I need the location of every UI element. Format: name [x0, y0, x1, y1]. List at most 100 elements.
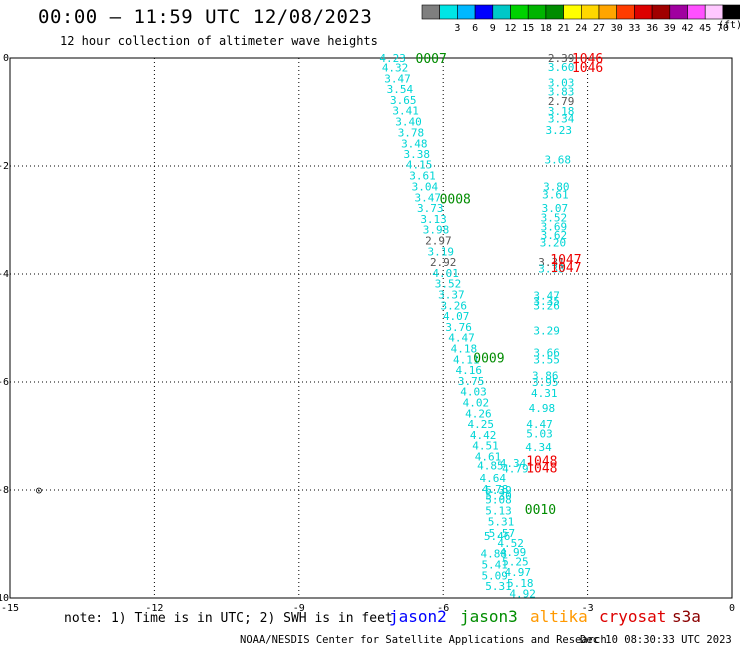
wave-height-point: 3.95 [532, 376, 559, 389]
wave-height-point: 4.92 [509, 588, 536, 601]
y-tick-label: -2 [0, 161, 9, 172]
legend-jason3: jason3 [460, 607, 518, 626]
wave-height-point: 3.54 [387, 83, 414, 96]
wave-height-point: 4.78 [482, 483, 509, 496]
track-label: 1046 [572, 61, 603, 76]
wave-height-point: 3.61 [542, 189, 569, 202]
page-title: 00:00 – 11:59 UTC 12/08/2023 [38, 6, 373, 28]
wave-height-point: 4.07 [443, 310, 470, 323]
legend-s3a: s3a [672, 607, 701, 626]
wave-height-point: 3.47 [415, 191, 442, 204]
track-label: 1047 [550, 261, 581, 276]
wave-height-point: 3.23 [545, 124, 572, 137]
wave-height-point: 3.78 [398, 127, 425, 140]
wave-height-point: 3.41 [392, 104, 419, 117]
scale-tick-label: 45 [699, 23, 711, 34]
scale-tick-label: 21 [558, 23, 570, 34]
wave-height-point: 3.66 [533, 346, 560, 359]
wave-height-point: 3.62 [541, 229, 568, 242]
wave-height-point: 3.47 [384, 73, 411, 86]
wave-height-point: 3.52 [541, 211, 568, 224]
wave-height-point: 4.47 [526, 418, 553, 431]
color-scale-unit: (ft) [718, 20, 740, 31]
wave-height-point: 4.01 [432, 267, 459, 280]
subtitle: 12 hour collection of altimeter wave hei… [60, 34, 378, 48]
scale-tick-label: 24 [575, 23, 587, 34]
wave-height-point: 3.13 [420, 213, 447, 226]
note-text: note: 1) Time is in UTC; 2) SWH is in fe… [64, 611, 393, 626]
x-tick-label: -3 [582, 603, 594, 614]
wave-height-point: 3.55 [533, 353, 560, 366]
scale-tick-label: 33 [628, 23, 640, 34]
plot-frame [9, 57, 733, 599]
x-tick-label: -12 [145, 603, 163, 614]
wave-height-chart: -15-12-9-6-300-2-4-6-8-104.234.323.473.5… [0, 52, 735, 614]
wave-height-point: 3.20 [540, 237, 567, 250]
wave-height-point: 3.47 [533, 290, 560, 303]
wave-height-point: 5.39 [485, 484, 512, 497]
wave-height-point: 3.60 [548, 61, 575, 74]
wave-height-point: 4.23 [379, 52, 406, 65]
wave-height-point: 3.29 [533, 325, 560, 338]
wave-height-point: 3.65 [390, 94, 417, 107]
wave-height-point: 5.03 [526, 427, 553, 440]
footer-credit: NOAA/NESDIS Center for Satellite Applica… [240, 634, 607, 646]
wave-height-point: 3.40 [395, 116, 422, 129]
wave-height-point: 3.48 [401, 137, 428, 150]
wave-height-point: 4.15 [406, 158, 433, 171]
wave-height-point: 5.57 [489, 527, 516, 540]
wave-height-point: 3.38 [403, 148, 430, 161]
legend-cryosat: cryosat [599, 607, 667, 626]
wave-height-point: 3.35 [533, 295, 560, 308]
wave-height-point: 4.79 [502, 462, 529, 475]
wave-height-point: 3.86 [532, 370, 559, 383]
wave-height-point: 4.42 [470, 429, 497, 442]
wave-height-point: 4.47 [448, 332, 475, 345]
scale-tick-label: 39 [664, 23, 676, 34]
wave-height-point: 3.33 [538, 263, 565, 276]
wave-height-point: 2.39 [548, 52, 575, 65]
wave-height-point: 4.18 [451, 343, 478, 356]
scale-tick-label: 9 [490, 23, 496, 34]
wave-height-point: 5.08 [485, 494, 512, 507]
wave-height-point: 2.79 [548, 95, 575, 108]
wave-height-point: 3.69 [541, 220, 568, 233]
wave-height-point: 4.25 [467, 418, 494, 431]
wave-height-point: 4.16 [455, 364, 482, 377]
scale-tick-label: 27 [593, 23, 605, 34]
y-tick-label: 0 [3, 53, 9, 64]
x-tick-label: -6 [437, 603, 449, 614]
wave-height-point: 5.31 [488, 515, 515, 528]
wave-height-point: 4.88 [480, 548, 507, 561]
track-label: 1048 [526, 454, 557, 469]
legend-altika: altika [530, 607, 588, 626]
scale-tick-label: 3 [454, 23, 460, 34]
wave-height-point: 4.97 [505, 566, 532, 579]
y-tick-label: -4 [0, 269, 9, 280]
wave-height-point: 3.83 [548, 85, 575, 98]
wave-height-point: 5.18 [507, 577, 534, 590]
wave-height-point: 5.30 [485, 489, 512, 502]
y-tick-label: -6 [0, 377, 9, 388]
wave-height-point: 5.31 [485, 580, 512, 593]
wave-height-point: 4.32 [382, 62, 409, 75]
wave-height-point: 3.04 [412, 181, 439, 194]
wave-height-point: 3.52 [435, 278, 462, 291]
color-scale: 3 6 9 12 15 18 21 24 27 30 33 36 39 42 45 70 [421, 4, 740, 34]
wave-height-point: 4.99 [500, 546, 527, 559]
scale-tick-label: 30 [611, 23, 623, 34]
wave-height-point: 4.85 [477, 460, 504, 473]
location-marker: ⊙ [36, 484, 43, 497]
wave-height-point: 3.34 [548, 112, 575, 125]
wave-height-point: 3.75 [458, 375, 485, 388]
wave-height-point: 5.13 [485, 505, 512, 518]
wave-height-point: 4.98 [529, 402, 556, 415]
wave-height-point: 5.25 [502, 555, 529, 568]
scale-bin [722, 4, 740, 20]
wave-height-point: 2.97 [425, 235, 452, 248]
wave-height-point: 3.76 [445, 321, 472, 334]
x-tick-label: -15 [1, 603, 19, 614]
wave-height-point: 3.68 [545, 154, 572, 167]
wave-height-point: 4.61 [475, 451, 502, 464]
wave-height-point: 3.61 [409, 170, 436, 183]
